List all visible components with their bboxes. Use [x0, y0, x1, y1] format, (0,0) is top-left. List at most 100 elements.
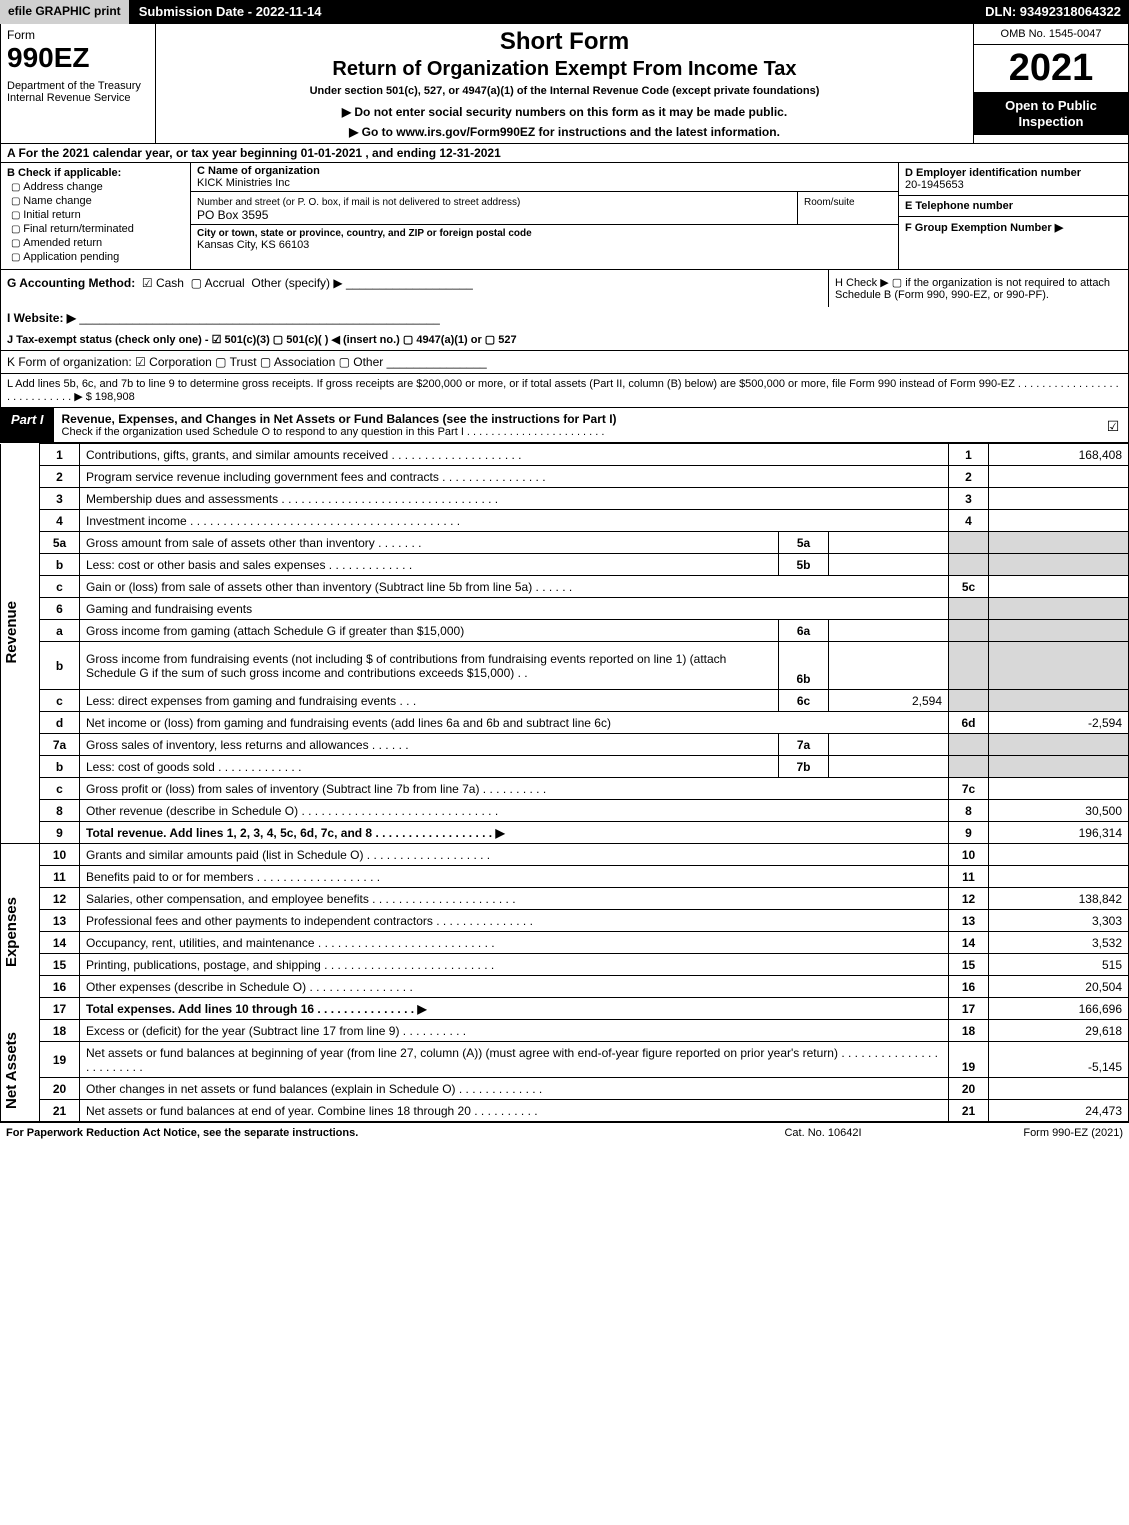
ln1-desc: Contributions, gifts, grants, and simila…: [80, 444, 949, 466]
subtitle: Under section 501(c), 527, or 4947(a)(1)…: [164, 85, 965, 97]
ln5c-box: 5c: [949, 576, 989, 598]
chk-name-change[interactable]: Name change: [7, 195, 184, 207]
part-i-header: Part I Revenue, Expenses, and Changes in…: [0, 408, 1129, 443]
ln6a-iv: [829, 620, 949, 642]
ln5a-desc: Gross amount from sale of assets other t…: [80, 532, 779, 554]
line-13: 13 Professional fees and other payments …: [1, 910, 1129, 932]
ln18-box: 18: [949, 1020, 989, 1042]
ln7b-ib: 7b: [779, 756, 829, 778]
ln21-desc: Net assets or fund balances at end of ye…: [80, 1100, 949, 1122]
ln3-no: 3: [40, 488, 80, 510]
row-l: L Add lines 5b, 6c, and 7b to line 9 to …: [0, 374, 1129, 408]
ln10-no: 10: [40, 844, 80, 866]
chk-cash[interactable]: Cash: [142, 276, 184, 290]
c-city-label: City or town, state or province, country…: [197, 228, 532, 239]
ln18-desc: Excess or (deficit) for the year (Subtra…: [80, 1020, 949, 1042]
ln6c-desc: Less: direct expenses from gaming and fu…: [80, 690, 779, 712]
ln6-shade: [949, 598, 989, 620]
ln4-desc: Investment income . . . . . . . . . . . …: [80, 510, 949, 532]
ln1-val: 168,408: [989, 444, 1129, 466]
chk-accrual[interactable]: Accrual: [191, 276, 245, 290]
ln6d-desc: Net income or (loss) from gaming and fun…: [80, 712, 949, 734]
ln20-val: [989, 1078, 1129, 1100]
efile-print-button[interactable]: efile GRAPHIC print: [0, 0, 131, 24]
chk-application-pending[interactable]: Application pending: [7, 251, 184, 263]
ln6a-ib: 6a: [779, 620, 829, 642]
f-label: F Group Exemption Number ▶: [905, 222, 1063, 234]
line-18: Net Assets 18 Excess or (deficit) for th…: [1, 1020, 1129, 1042]
g-other[interactable]: Other (specify) ▶: [251, 276, 342, 290]
ln7a-desc: Gross sales of inventory, less returns a…: [80, 734, 779, 756]
open-to-public: Open to Public Inspection: [974, 92, 1128, 135]
ln6a-desc: Gross income from gaming (attach Schedul…: [80, 620, 779, 642]
chk-address-change[interactable]: Address change: [7, 181, 184, 193]
ln15-val: 515: [989, 954, 1129, 976]
k-label: K Form of organization: ☑ Corporation ▢ …: [7, 355, 383, 369]
ln5b-shade2: [989, 554, 1129, 576]
ln6-desc: Gaming and fundraising events: [80, 598, 949, 620]
chk-final-return[interactable]: Final return/terminated: [7, 223, 184, 235]
d-label: D Employer identification number: [905, 167, 1081, 179]
ln16-desc: Other expenses (describe in Schedule O) …: [80, 976, 949, 998]
ln19-val: -5,145: [989, 1042, 1129, 1078]
part-i-checkbox[interactable]: ☑: [1098, 408, 1128, 442]
line-16: 16 Other expenses (describe in Schedule …: [1, 976, 1129, 998]
line-9: 9 Total revenue. Add lines 1, 2, 3, 4, 5…: [1, 822, 1129, 844]
ln6a-shade: [949, 620, 989, 642]
ln8-desc: Other revenue (describe in Schedule O) .…: [80, 800, 949, 822]
header-right: OMB No. 1545-0047 2021 Open to Public In…: [973, 24, 1128, 143]
ln20-desc: Other changes in net assets or fund bala…: [80, 1078, 949, 1100]
ln7a-iv: [829, 734, 949, 756]
ln2-val: [989, 466, 1129, 488]
line-7c: c Gross profit or (loss) from sales of i…: [1, 778, 1129, 800]
org-address: PO Box 3595: [197, 208, 268, 222]
chk-amended-return[interactable]: Amended return: [7, 237, 184, 249]
ln17-no: 17: [40, 998, 80, 1020]
line-20: 20 Other changes in net assets or fund b…: [1, 1078, 1129, 1100]
chk-initial-return[interactable]: Initial return: [7, 209, 184, 221]
rev-side-end: [1, 822, 40, 844]
c-addr-row: Number and street (or P. O. box, if mail…: [191, 192, 898, 225]
ln7a-no: 7a: [40, 734, 80, 756]
ln21-val: 24,473: [989, 1100, 1129, 1122]
ln13-no: 13: [40, 910, 80, 932]
ln5b-ib: 5b: [779, 554, 829, 576]
line-12: 12 Salaries, other compensation, and emp…: [1, 888, 1129, 910]
line-6d: d Net income or (loss) from gaming and f…: [1, 712, 1129, 734]
ln5a-iv: [829, 532, 949, 554]
part-i-tab: Part I: [1, 408, 54, 442]
ln19-no: 19: [40, 1042, 80, 1078]
line-5b: b Less: cost or other basis and sales ex…: [1, 554, 1129, 576]
ln6d-no: d: [40, 712, 80, 734]
topbar: efile GRAPHIC print Submission Date - 20…: [0, 0, 1129, 24]
row-gh: G Accounting Method: Cash Accrual Other …: [0, 269, 1129, 307]
ln9-desc: Total revenue. Add lines 1, 2, 3, 4, 5c,…: [80, 822, 949, 844]
part-i-title-text: Revenue, Expenses, and Changes in Net As…: [62, 412, 617, 426]
ln5c-desc: Gain or (loss) from sale of assets other…: [80, 576, 949, 598]
topbar-spacer: [330, 0, 978, 24]
ln8-val: 30,500: [989, 800, 1129, 822]
ln16-box: 16: [949, 976, 989, 998]
header-left: Form 990EZ Department of the Treasury In…: [1, 24, 156, 143]
header-center: Short Form Return of Organization Exempt…: [156, 24, 973, 143]
footer-center: Cat. No. 10642I: [723, 1127, 923, 1139]
ln2-box: 2: [949, 466, 989, 488]
goto-link[interactable]: ▶ Go to www.irs.gov/Form990EZ for instru…: [164, 125, 965, 139]
ln5c-val: [989, 576, 1129, 598]
revenue-label: Revenue: [1, 595, 22, 670]
department: Department of the Treasury Internal Reve…: [7, 80, 149, 104]
ln1-box: 1: [949, 444, 989, 466]
ln6b-ib: 6b: [779, 642, 829, 690]
part-i-title: Revenue, Expenses, and Changes in Net As…: [54, 408, 1098, 442]
ln6c-iv: 2,594: [829, 690, 949, 712]
ln5b-no: b: [40, 554, 80, 576]
ln14-desc: Occupancy, rent, utilities, and maintena…: [80, 932, 949, 954]
column-b: B Check if applicable: Address change Na…: [1, 163, 191, 269]
ln16-val: 20,504: [989, 976, 1129, 998]
ln5a-ib: 5a: [779, 532, 829, 554]
ln21-no: 21: [40, 1100, 80, 1122]
ln3-desc: Membership dues and assessments . . . . …: [80, 488, 949, 510]
ln6c-shade: [949, 690, 989, 712]
return-title: Return of Organization Exempt From Incom…: [164, 58, 965, 81]
f-group-row: F Group Exemption Number ▶: [899, 217, 1128, 238]
